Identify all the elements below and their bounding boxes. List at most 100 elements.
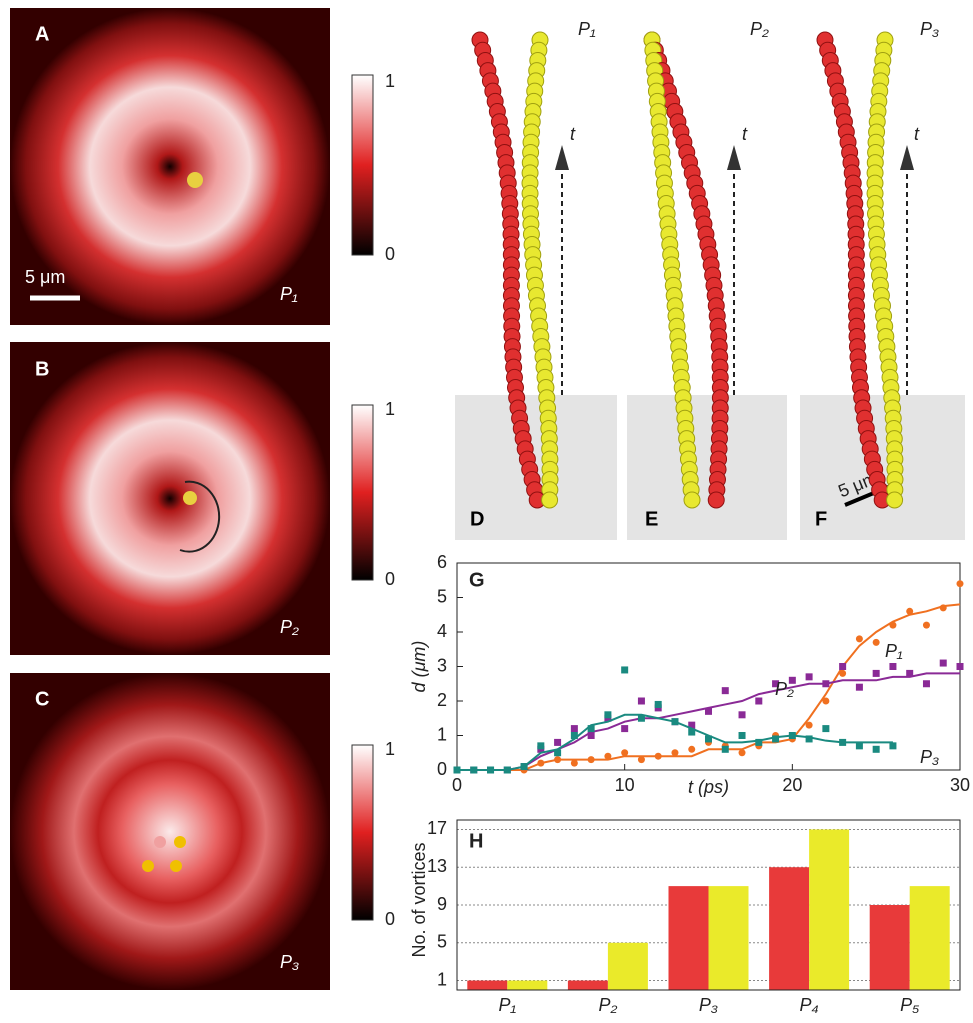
- y-axis-label: No. of vortices: [409, 842, 429, 957]
- x-tick-label: 20: [782, 775, 802, 795]
- bar: [669, 886, 709, 990]
- y-tick-label: 5: [437, 932, 447, 952]
- image-label: P₂: [280, 617, 299, 637]
- y-tick-label: 1: [437, 969, 447, 989]
- colorbar: [352, 745, 373, 920]
- data-point: [957, 663, 964, 670]
- data-point: [856, 635, 863, 642]
- panel-letter: F: [815, 508, 827, 530]
- data-point: [957, 580, 964, 587]
- vortex: [154, 836, 166, 848]
- x-tick-label: 30: [950, 775, 970, 795]
- x-tick-label: P₄: [799, 995, 818, 1015]
- data-point: [839, 663, 846, 670]
- panel-letter: B: [35, 358, 49, 380]
- data-point: [722, 746, 729, 753]
- data-point: [822, 725, 829, 732]
- time-label: t: [914, 124, 920, 144]
- page: A B C D E F 5 μm 5 μm P₁ P₂ P₃ P₁ P₂ P₃ …: [0, 0, 973, 1023]
- x-tick-label: P₅: [900, 995, 919, 1015]
- colorbar-tick: 0: [385, 569, 395, 589]
- t-arrow: [555, 145, 569, 170]
- bar: [870, 905, 910, 990]
- image-label: P₁: [578, 19, 596, 39]
- series-label: P₃: [920, 747, 939, 767]
- vortex: [187, 172, 203, 188]
- data-point: [873, 670, 880, 677]
- data-point: [856, 684, 863, 691]
- x-axis-label: t (ps): [688, 777, 729, 797]
- data-point: [806, 673, 813, 680]
- bar: [568, 981, 608, 990]
- trajectory-ball: [887, 492, 903, 508]
- time-label: t: [742, 124, 748, 144]
- y-tick-label: 4: [437, 621, 447, 641]
- y-tick-label: 9: [437, 894, 447, 914]
- data-point: [621, 725, 628, 732]
- image-label: P₂: [750, 19, 769, 39]
- series-line: [457, 673, 960, 770]
- panel-letter: E: [645, 508, 658, 530]
- vortex: [142, 860, 154, 872]
- data-point: [655, 701, 662, 708]
- panel-letter: C: [35, 688, 49, 710]
- y-tick-label: 17: [427, 818, 447, 838]
- x-tick-label: 0: [452, 775, 462, 795]
- t-arrow: [727, 145, 741, 170]
- t-arrow: [900, 145, 914, 170]
- vortex: [170, 860, 182, 872]
- colorbar-tick: 1: [385, 399, 395, 419]
- data-point: [940, 660, 947, 667]
- trajectory-ball: [708, 492, 724, 508]
- colorbar: [352, 75, 373, 255]
- bar: [809, 829, 849, 990]
- y-tick-label: 3: [437, 655, 447, 675]
- series-label: P₂: [775, 679, 794, 699]
- data-point: [923, 680, 930, 687]
- x-tick-label: P₃: [699, 995, 718, 1015]
- bar: [709, 886, 749, 990]
- image-label: P₁: [280, 284, 298, 304]
- data-point: [889, 663, 896, 670]
- vortex: [174, 836, 186, 848]
- vortex: [183, 491, 197, 505]
- colorbar-tick: 0: [385, 909, 395, 929]
- image-b: [10, 342, 330, 655]
- image-label: P₃: [280, 952, 299, 972]
- trajectory-ball: [542, 492, 558, 508]
- data-point: [638, 698, 645, 705]
- data-point: [739, 711, 746, 718]
- y-axis-label: d (μm): [409, 641, 429, 693]
- image-c: [10, 673, 330, 990]
- panel-letter: G: [469, 569, 485, 591]
- data-point: [755, 698, 762, 705]
- y-tick-label: 2: [437, 690, 447, 710]
- bar: [910, 886, 950, 990]
- image-label: P₃: [920, 19, 939, 39]
- colorbar-tick: 0: [385, 244, 395, 264]
- panel-letter: H: [469, 830, 483, 852]
- data-point: [688, 746, 695, 753]
- bar: [507, 981, 547, 990]
- bar: [608, 943, 648, 990]
- y-tick-label: 5: [437, 586, 447, 606]
- data-point: [722, 687, 729, 694]
- data-point: [571, 725, 578, 732]
- x-tick-label: 10: [615, 775, 635, 795]
- colorbar-tick: 1: [385, 739, 395, 759]
- data-point: [621, 666, 628, 673]
- time-label: t: [570, 124, 576, 144]
- x-tick-label: P₂: [598, 995, 617, 1015]
- data-point: [604, 711, 611, 718]
- data-point: [739, 732, 746, 739]
- series-label: P₁: [885, 641, 903, 661]
- figure: A B C D E F 5 μm 5 μm P₁ P₂ P₃ P₁ P₂ P₃ …: [0, 0, 973, 1018]
- colorbar: [352, 405, 373, 580]
- data-point: [554, 739, 561, 746]
- y-tick-label: 13: [427, 856, 447, 876]
- panel-letter: A: [35, 23, 49, 45]
- y-tick-label: 1: [437, 724, 447, 744]
- scale-label: 5 μm: [25, 267, 65, 287]
- x-tick-label: P₁: [498, 995, 516, 1015]
- data-point: [873, 639, 880, 646]
